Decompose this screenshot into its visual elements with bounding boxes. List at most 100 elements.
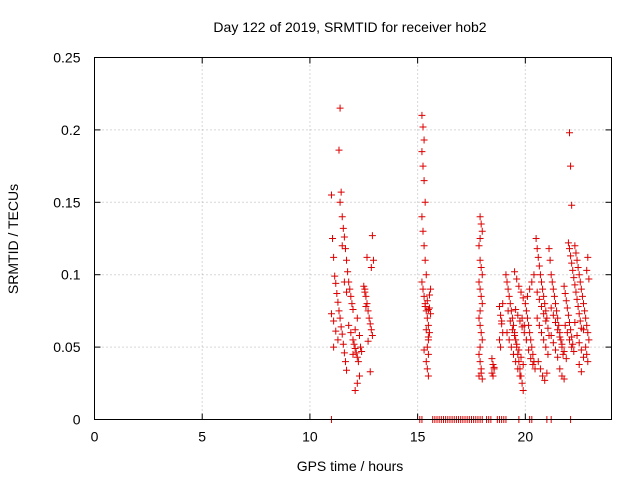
data-point	[526, 329, 534, 337]
data-point	[577, 368, 585, 376]
data-point	[562, 297, 570, 305]
data-point	[543, 369, 551, 377]
x-tick-label: 15	[410, 429, 426, 445]
data-point	[528, 343, 536, 351]
data-point	[565, 129, 573, 137]
data-point	[495, 303, 503, 311]
data-point	[557, 336, 565, 344]
data-point	[540, 292, 548, 300]
data-point	[347, 329, 355, 337]
data-point	[529, 360, 537, 368]
data-point	[512, 305, 520, 313]
data-point	[502, 271, 510, 279]
data-point	[528, 278, 536, 286]
data-points	[327, 104, 593, 423]
x-tick-label: 20	[518, 429, 534, 445]
data-point	[522, 307, 530, 315]
data-point	[568, 201, 576, 209]
data-point	[569, 266, 577, 274]
data-point	[504, 307, 512, 315]
data-point	[361, 285, 369, 293]
data-point	[343, 288, 351, 296]
x-tick-label: 5	[198, 429, 206, 445]
data-point	[575, 310, 583, 318]
data-point	[343, 256, 351, 264]
data-point	[535, 262, 543, 270]
data-point	[338, 242, 346, 250]
data-point	[517, 353, 525, 361]
data-point	[545, 245, 553, 253]
data-point	[478, 300, 486, 308]
data-point	[534, 253, 542, 261]
data-point	[419, 162, 427, 170]
data-point	[533, 245, 541, 253]
data-point	[526, 285, 534, 293]
data-point	[497, 311, 505, 319]
data-point	[354, 358, 362, 366]
data-point	[353, 379, 361, 387]
data-point	[583, 321, 591, 329]
data-point	[581, 307, 589, 315]
data-point	[340, 349, 348, 357]
data-point	[340, 233, 348, 241]
data-point	[537, 329, 545, 337]
data-point	[563, 304, 571, 312]
data-point	[337, 188, 345, 196]
data-point	[535, 295, 543, 303]
data-point	[503, 329, 511, 337]
data-point	[549, 339, 557, 347]
data-point	[542, 317, 550, 325]
data-point	[335, 307, 343, 315]
data-point	[488, 355, 496, 363]
data-point	[424, 321, 432, 329]
data-point	[421, 198, 429, 206]
data-point	[476, 285, 484, 293]
data-point	[351, 345, 359, 353]
data-point	[355, 372, 363, 380]
data-point	[369, 256, 377, 264]
data-point	[418, 213, 426, 221]
data-point	[364, 337, 372, 345]
data-point	[363, 300, 371, 308]
data-point	[514, 311, 522, 319]
data-point	[424, 333, 432, 341]
data-point	[565, 245, 573, 253]
data-point	[355, 332, 363, 340]
data-point	[475, 278, 483, 286]
data-point	[349, 305, 357, 313]
data-point	[537, 278, 545, 286]
data-point	[476, 321, 484, 329]
data-point	[514, 365, 522, 373]
data-point	[341, 358, 349, 366]
data-point	[339, 340, 347, 348]
data-point	[353, 314, 361, 322]
data-point	[556, 365, 564, 373]
data-point	[579, 326, 587, 334]
data-point	[489, 372, 497, 380]
data-point	[530, 271, 538, 279]
data-point	[572, 249, 580, 257]
data-point	[518, 323, 526, 331]
data-point	[523, 314, 531, 322]
data-point	[525, 321, 533, 329]
data-point	[567, 326, 575, 334]
data-point	[584, 253, 592, 261]
data-point	[575, 271, 583, 279]
data-point	[419, 123, 427, 131]
data-point	[544, 350, 552, 358]
data-point	[507, 343, 515, 351]
data-point	[420, 177, 428, 185]
data-point	[569, 340, 577, 348]
data-point	[541, 376, 549, 384]
data-point	[346, 285, 354, 293]
x-tick-label: 10	[302, 429, 318, 445]
data-point	[537, 303, 545, 311]
data-point	[544, 324, 552, 332]
data-point	[420, 136, 428, 144]
data-point	[349, 350, 357, 358]
data-point	[522, 336, 530, 344]
data-point	[476, 235, 484, 242]
data-point	[547, 271, 555, 279]
data-point	[344, 268, 352, 276]
